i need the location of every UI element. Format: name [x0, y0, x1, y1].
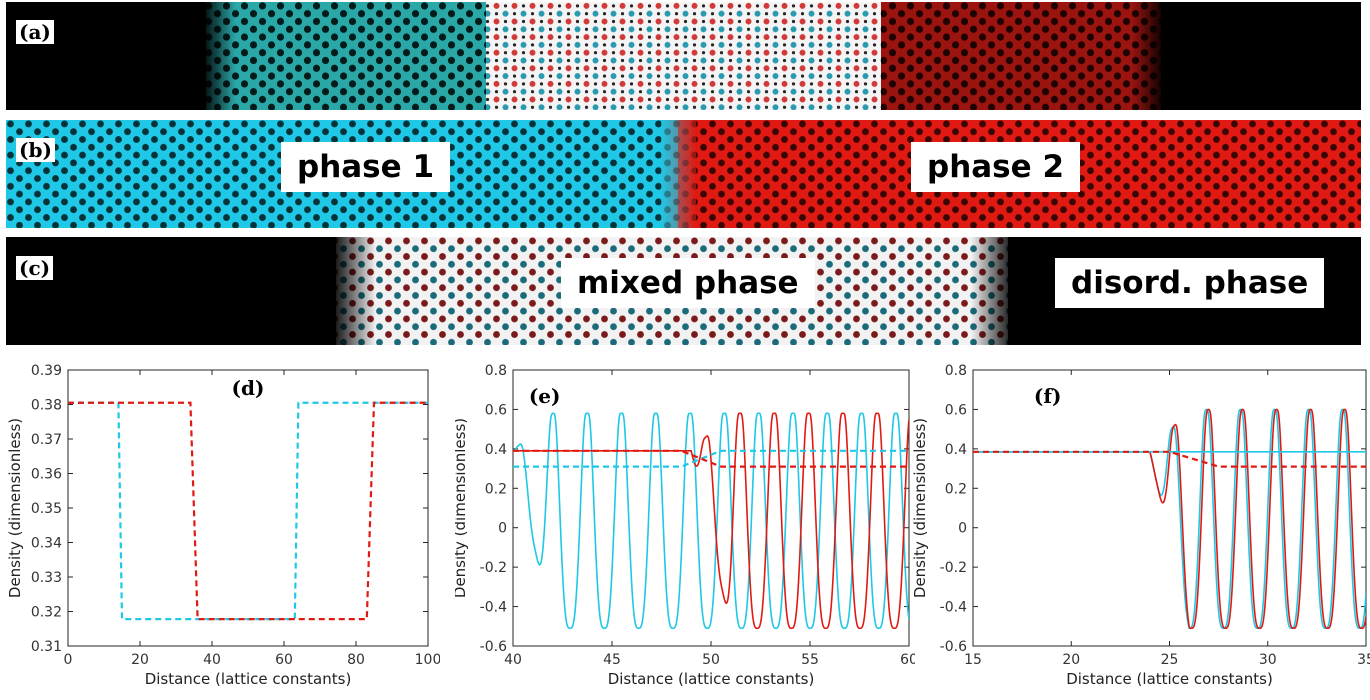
- y-tick-label: -0.2: [480, 560, 507, 576]
- x-axis-title: Distance (lattice constants): [608, 670, 815, 688]
- y-tick-label: 0.38: [31, 398, 62, 414]
- y-tick-label: 0.6: [485, 402, 507, 418]
- y-tick-label: -0.6: [480, 639, 507, 655]
- y-tick-label: -0.4: [940, 600, 967, 616]
- series-group: [68, 401, 428, 621]
- x-tick-label: 20: [131, 652, 149, 668]
- y-tick-label: -0.6: [940, 639, 967, 655]
- y-tick-label: 0.8: [485, 363, 507, 379]
- strip-b-image: [6, 120, 1361, 228]
- series-line-2: [68, 401, 428, 621]
- plot-frame: [972, 369, 1367, 647]
- y-axis-title: Density (dimensionless): [6, 418, 24, 598]
- plot-frame: [512, 369, 910, 647]
- y-tick-label: 0.33: [31, 570, 62, 586]
- series-line-3: [513, 449, 909, 468]
- plot-d-svg: 0 20 40 60 80 100 0.31 0.32 0.33 0.34 0.35 0.36 0.37…: [6, 363, 441, 688]
- y-tick-label: 0.31: [31, 639, 62, 655]
- plot-f: 15 20 25 30 35 -0.6 -0.4 -0.2 0 0.2 0.4 0.6 0.8 Dista…: [910, 348, 1370, 696]
- x-tick-label: 60: [900, 652, 915, 668]
- strip-a: [6, 2, 1361, 110]
- x-tick-label: 15: [964, 652, 982, 668]
- x-tick-label: 40: [504, 652, 522, 668]
- panel-letter-b: (b): [16, 138, 55, 162]
- x-axis-title: Distance (lattice constants): [145, 670, 352, 688]
- x-tick-label: 45: [603, 652, 621, 668]
- panel-tag: (e): [529, 384, 561, 408]
- y-tick-label: -0.4: [480, 600, 507, 616]
- y-axis-title: Density (dimensionless): [455, 418, 469, 598]
- y-tick-label: 0.35: [31, 501, 62, 517]
- series-group: [513, 412, 909, 630]
- plot-e: 40 45 50 55 60 -0.6 -0.4 -0.2 0 0.2 0.4 0.6 0.8 Dista…: [451, 348, 918, 696]
- x-tick-label: 25: [1161, 652, 1179, 668]
- plot-d: 0 20 40 60 80 100 0.31 0.32 0.33 0.34 0.35 0.36 0.37…: [0, 348, 441, 696]
- y-tick-label: 0.39: [31, 363, 62, 379]
- y-tick-label: 0.2: [485, 481, 507, 497]
- x-tick-label: 0: [64, 652, 73, 668]
- phase-1-label: phase 1: [281, 142, 451, 192]
- y-tick-label: -0.2: [940, 560, 967, 576]
- panel-tag: (d): [232, 376, 265, 400]
- disordered-phase-label: disord. phase: [1055, 258, 1325, 308]
- x-tick-label: 100: [415, 652, 440, 668]
- y-tick-label: 0.34: [31, 536, 62, 552]
- y-tick-label: 0.4: [945, 442, 967, 458]
- x-axis-title: Distance (lattice constants): [1066, 670, 1273, 688]
- y-tick-label: 0.8: [945, 363, 967, 379]
- x-tick-label: 40: [203, 652, 221, 668]
- x-tick-label: 35: [1357, 652, 1370, 668]
- x-tick-label: 20: [1062, 652, 1080, 668]
- panel-letter-c: (c): [16, 256, 54, 280]
- y-tick-label: 0.32: [31, 605, 62, 621]
- x-tick-label: 55: [801, 652, 819, 668]
- x-tick-label: 80: [347, 652, 365, 668]
- x-tick-label: 30: [1259, 652, 1277, 668]
- series-line-4: [973, 450, 1366, 468]
- y-axis-title: Density (dimensionless): [911, 418, 929, 598]
- mixed-phase-label: mixed phase: [561, 258, 815, 308]
- y-tick-label: 0.4: [485, 442, 507, 458]
- y-tick-label: 0.2: [945, 481, 967, 497]
- strip-a-image: [6, 2, 1361, 110]
- y-tick-label: 0: [498, 521, 507, 537]
- phase-2-label: phase 2: [911, 142, 1081, 192]
- panel-letter-a: (a): [16, 20, 54, 44]
- x-tick-label: 50: [702, 652, 720, 668]
- y-tick-label: 0.6: [945, 402, 967, 418]
- plot-e-svg: 40 45 50 55 60 -0.6 -0.4 -0.2 0 0.2 0.4 0.6 0.8 Dista…: [451, 363, 918, 688]
- y-tick-label: 0: [958, 521, 967, 537]
- x-tick-label: 60: [275, 652, 293, 668]
- strip-b: [6, 120, 1361, 228]
- panel-tag: (f): [1034, 384, 1062, 408]
- series-line-4: [513, 449, 909, 468]
- y-tick-label: 0.36: [31, 467, 62, 483]
- series-group: [973, 408, 1366, 630]
- series-line-1: [513, 412, 909, 630]
- y-tick-label: 0.37: [31, 432, 62, 448]
- plot-f-svg: 15 20 25 30 35 -0.6 -0.4 -0.2 0 0.2 0.4 0.6 0.8 Dista…: [911, 363, 1370, 688]
